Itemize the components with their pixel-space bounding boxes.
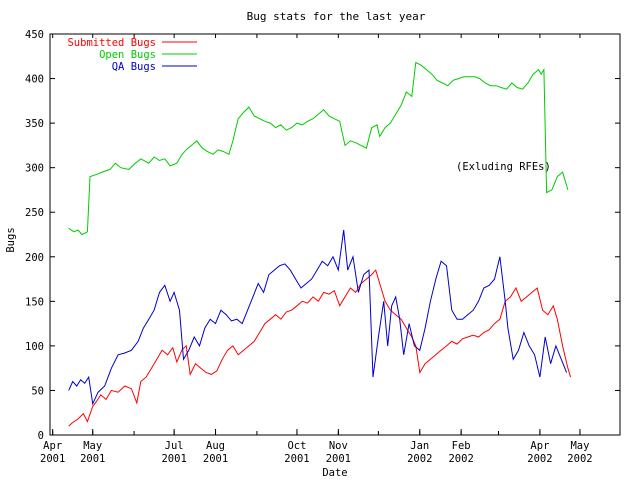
y-tick-label: 400	[25, 74, 44, 86]
x-tick-label-year: 2002	[407, 453, 432, 465]
y-tick-label: 350	[25, 118, 44, 130]
legend-label: Submitted Bugs	[67, 37, 156, 49]
x-tick-label-year: 2001	[40, 453, 65, 465]
plot-frame	[49, 33, 621, 436]
x-tick-label-year: 2001	[326, 453, 351, 465]
y-tick-label: 250	[25, 207, 44, 219]
x-tick-label-month: May	[570, 440, 589, 452]
legend-label: QA Bugs	[112, 61, 156, 73]
x-tick-label-year: 2001	[284, 453, 309, 465]
ticks-layer: 050100150200250300350400450Apr2001May200…	[25, 29, 620, 465]
x-tick-label-month: Jan	[410, 440, 429, 452]
y-tick-label: 0	[38, 430, 44, 442]
x-tick-label-year: 2001	[203, 453, 228, 465]
chart-title: Bug stats for the last year	[247, 10, 426, 23]
x-tick-label-year: 2001	[80, 453, 105, 465]
x-tick-label-month: Oct	[287, 440, 306, 452]
y-axis-label: Bugs	[5, 227, 17, 252]
y-tick-label: 150	[25, 296, 44, 308]
x-tick-label-month: May	[83, 440, 102, 452]
x-tick-label-year: 2001	[161, 453, 186, 465]
series-line-open-bugs	[68, 61, 569, 236]
chart-annotation: (Exluding RFEs)	[456, 161, 551, 173]
y-tick-label: 100	[25, 341, 44, 353]
y-tick-label: 200	[25, 252, 44, 264]
x-tick-label-month: Jul	[165, 440, 184, 452]
x-axis-label: Date	[322, 467, 347, 479]
x-tick-label-month: Apr	[43, 440, 62, 452]
x-tick-label-year: 2002	[527, 453, 552, 465]
x-tick-label-year: 2002	[448, 453, 473, 465]
series-line-submitted-bugs	[68, 269, 572, 427]
legend-label: Open Bugs	[99, 49, 156, 61]
x-tick-label-month: Nov	[329, 440, 348, 452]
y-tick-label: 50	[31, 385, 44, 397]
x-tick-label-month: Aug	[206, 440, 225, 452]
x-tick-label-month: Apr	[530, 440, 549, 452]
series-line-qa-bugs	[68, 229, 568, 406]
x-tick-label-year: 2002	[567, 453, 592, 465]
x-tick-label-month: Feb	[452, 440, 471, 452]
y-tick-label: 450	[25, 29, 44, 41]
series-layer	[68, 61, 572, 427]
y-tick-label: 300	[25, 163, 44, 175]
